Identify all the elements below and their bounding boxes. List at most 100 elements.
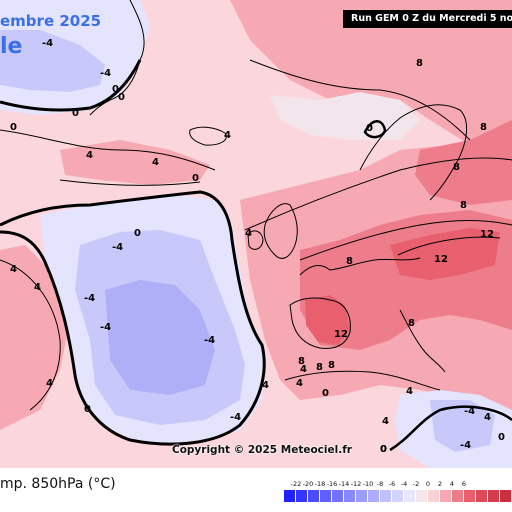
contour-label: 4 (300, 364, 307, 375)
zero-contour-greenland (0, 59, 142, 112)
contour-label: 8 (408, 318, 415, 329)
contour-label: 0 (322, 388, 329, 399)
contour-label: 12 (434, 254, 448, 265)
contour-label: -4 (84, 293, 95, 304)
contour-label: 0 (498, 432, 505, 443)
contour-label: 0 (72, 108, 79, 119)
contour-label: -4 (204, 335, 215, 346)
warm-zone-mid-atlantic (60, 140, 210, 185)
legend-swatch (356, 490, 368, 502)
contour-label: 4 (382, 416, 389, 427)
legend-tick: -8 (376, 480, 384, 488)
legend-swatch (368, 490, 380, 502)
legend-tick: -2 (412, 480, 420, 488)
contour-label: 4 (46, 378, 53, 389)
contour-labels: -4 -4 0 0 0 0 0 0 4 4 4 4 4 4 4 4 -4 -4 … (10, 16, 505, 455)
legend-tick: -12 (350, 480, 362, 488)
contour-label: 0 (366, 123, 373, 134)
contour-label: 0 (134, 228, 141, 239)
contour-label: 0 (118, 92, 125, 103)
coastline-greenland (89, 0, 145, 116)
contour-label: 4 (152, 157, 159, 168)
neutral-zone-north-sea (270, 92, 420, 140)
legend-tick: -6 (388, 480, 396, 488)
contour-label: 0 (380, 444, 387, 455)
contour-label: 4 (224, 130, 231, 141)
contour-label: -4 (112, 242, 123, 253)
contour-label: -4 (100, 68, 111, 79)
contour-label: -4 (230, 412, 241, 423)
legend-swatch (308, 490, 320, 502)
contour-label: 4 (262, 380, 269, 391)
contour-label: -4 (464, 406, 475, 417)
cold-zone-east-med (430, 400, 495, 452)
legend-tick: -4 (400, 480, 408, 488)
isotherm-line (59, 179, 201, 186)
model-run-label: Run GEM 0 Z du Mercredi 5 no (343, 10, 512, 28)
legend-swatch (452, 490, 464, 502)
cold-core-atlantic (105, 280, 215, 395)
warm-zone-northeast (415, 120, 512, 205)
legend-swatch (380, 490, 392, 502)
legend-swatch (344, 490, 356, 502)
legend-tick: 2 (437, 480, 443, 488)
coastline-iberia (289, 297, 351, 349)
contour-label: 4 (296, 378, 303, 389)
contour-label: 12 (480, 229, 494, 240)
legend-swatch (428, 490, 440, 502)
map-title-sub: le (0, 34, 23, 59)
warm-zone-west-atlantic (0, 245, 70, 430)
coastline-british-isles (263, 203, 298, 259)
legend-tick: 0 (425, 480, 431, 488)
contour-label: 4 (86, 150, 93, 161)
legend-swatch (476, 490, 488, 502)
coastline-iceland (189, 126, 227, 146)
coastline-scandinavia (359, 104, 467, 201)
cold-zone-greenland (0, 30, 105, 92)
legend-swatch (296, 490, 308, 502)
coastline-western-europe (299, 257, 421, 276)
contour-label: 0 (380, 444, 387, 455)
zero-contour-north-sea (363, 120, 387, 139)
legend-swatch (464, 490, 476, 502)
color-legend-bar (284, 490, 512, 502)
legend-swatch (320, 490, 332, 502)
contour-label: 8 (416, 58, 423, 69)
contour-label: 0 (10, 122, 17, 133)
legend-tick: 4 (449, 480, 455, 488)
isotherm-lines (0, 59, 512, 411)
legend-swatch (500, 490, 512, 502)
hot-zone-central-europe (390, 228, 500, 280)
contour-label: -4 (100, 322, 111, 333)
coastlines (89, 0, 467, 391)
legend-swatch (332, 490, 344, 502)
warm-zone-north (230, 0, 512, 150)
contour-label: 4 (245, 228, 252, 239)
legend-swatch (416, 490, 428, 502)
coastline-ireland (247, 230, 264, 250)
contour-label: 4 (10, 264, 17, 275)
hot-zone-iberia (305, 295, 350, 345)
legend-tick: -10 (362, 480, 374, 488)
isotherm-line (249, 59, 471, 141)
zero-contour-atlantic (0, 190, 266, 446)
legend-swatch (284, 490, 296, 502)
map-title-date: embre 2025 (0, 12, 102, 30)
isotherm-line (244, 157, 512, 231)
contour-label: 8 (480, 122, 487, 133)
legend-swatch (440, 490, 452, 502)
contour-label: 8 (298, 356, 305, 367)
contour-label: 8 (453, 162, 460, 173)
isotherm-line (299, 220, 512, 261)
legend-swatch (392, 490, 404, 502)
contour-label: 0 (112, 84, 119, 95)
legend-tick: 6 (461, 480, 467, 488)
contour-label: 0 (84, 404, 91, 415)
isotherm-line (0, 259, 61, 411)
contour-label: 8 (460, 200, 467, 211)
contour-label: 8 (316, 362, 323, 373)
contour-label: 8 (346, 256, 353, 267)
contour-label: 0 (192, 173, 199, 184)
